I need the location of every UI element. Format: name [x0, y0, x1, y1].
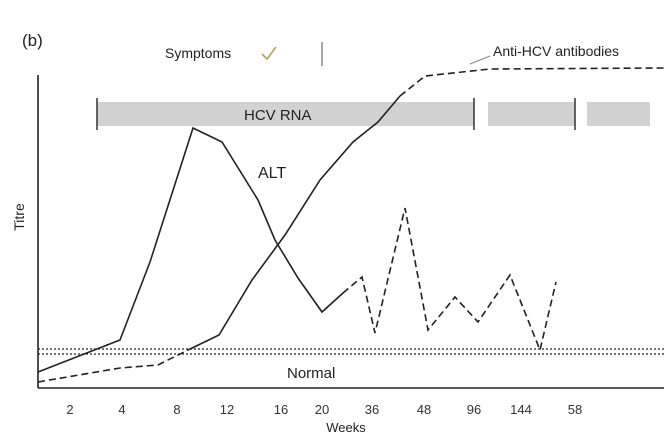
alt-curve [37, 126, 344, 373]
hcv-rna-label: HCV RNA [244, 107, 312, 124]
y-axis-label: Titre [11, 203, 27, 231]
x-tick-label: 48 [417, 402, 431, 417]
x-tick-label: 8 [173, 402, 180, 417]
x-tick-label: 58 [568, 402, 582, 417]
symptoms-label: Symptoms [165, 45, 231, 61]
antibody-curve-dashed-start [37, 349, 189, 383]
antibody-curve-dashed-end [399, 67, 664, 97]
x-tick-label: 144 [510, 402, 532, 417]
x-tick-label: 20 [315, 402, 329, 417]
hcv-rna-bar [96, 98, 650, 130]
antibody-label: Anti-HCV antibodies [493, 43, 619, 59]
x-axis-label: Weeks [326, 420, 366, 435]
x-tick-labels: 2 4 8 12 16 20 36 48 96 144 58 [66, 402, 582, 417]
x-tick-label: 12 [220, 402, 234, 417]
normal-label: Normal [287, 365, 335, 382]
x-tick-label: 36 [365, 402, 379, 417]
panel-label: (b) [22, 31, 43, 50]
antibody-label-pointer [469, 55, 491, 65]
alt-curve-dashed [342, 207, 557, 353]
x-tick-label: 2 [66, 402, 73, 417]
x-tick-label: 4 [118, 402, 125, 417]
x-tick-label: 16 [274, 402, 288, 417]
x-tick-label: 96 [467, 402, 481, 417]
antibody-curve [187, 95, 401, 351]
checkmark-icon [261, 46, 277, 61]
alt-label: ALT [258, 165, 286, 182]
